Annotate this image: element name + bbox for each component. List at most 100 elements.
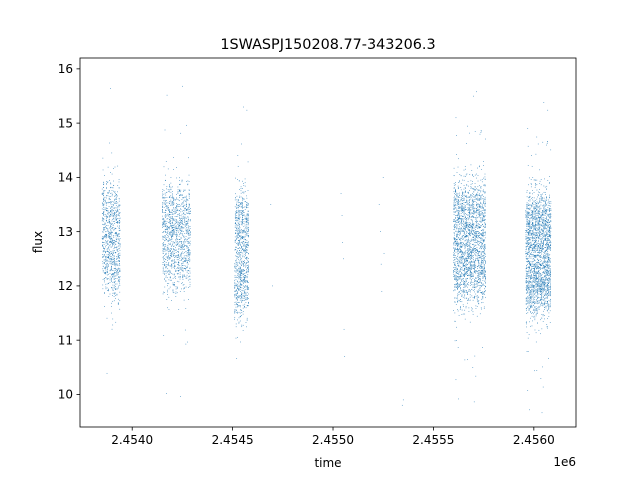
- data-point: [180, 217, 182, 219]
- data-point: [112, 284, 114, 286]
- data-point: [237, 230, 239, 232]
- data-point: [461, 295, 463, 297]
- data-point: [247, 242, 249, 243]
- data-point: [169, 211, 170, 213]
- data-point: [244, 269, 246, 271]
- data-point: [473, 189, 475, 190]
- data-point: [110, 211, 112, 213]
- data-point: [243, 231, 245, 232]
- data-point: [244, 280, 245, 282]
- data-point: [115, 232, 116, 234]
- data-point: [477, 291, 478, 293]
- data-point: [174, 211, 176, 213]
- data-point: [467, 210, 469, 211]
- data-point: [242, 304, 244, 306]
- data-point: [468, 248, 470, 250]
- data-point: [467, 359, 468, 361]
- data-point: [473, 210, 475, 211]
- data-point: [182, 284, 184, 286]
- data-point: [189, 220, 191, 222]
- data-point: [242, 252, 244, 254]
- data-point: [482, 219, 483, 221]
- data-point: [174, 210, 176, 212]
- data-point: [484, 226, 486, 227]
- data-point: [167, 240, 169, 242]
- data-point: [479, 247, 481, 249]
- data-point: [162, 209, 164, 210]
- data-point: [463, 274, 465, 276]
- data-point: [241, 230, 243, 232]
- data-point: [473, 203, 475, 205]
- data-point: [459, 243, 461, 244]
- data-point: [103, 213, 104, 214]
- data-point: [104, 222, 106, 224]
- data-point: [466, 255, 468, 257]
- data-point: [248, 258, 249, 259]
- data-point: [164, 258, 165, 260]
- data-point: [476, 209, 478, 211]
- data-point: [471, 250, 473, 252]
- data-point: [106, 266, 108, 268]
- data-point: [484, 209, 486, 211]
- data-point: [246, 231, 248, 233]
- data-point: [472, 265, 474, 267]
- data-point: [246, 228, 248, 230]
- data-point: [109, 238, 111, 240]
- data-point: [105, 233, 107, 235]
- data-point: [174, 276, 176, 278]
- data-point: [241, 264, 242, 266]
- data-point: [481, 181, 483, 183]
- data-point: [463, 179, 465, 181]
- data-point: [474, 201, 476, 202]
- data-point: [177, 214, 179, 215]
- data-point: [482, 302, 484, 303]
- data-point: [170, 239, 171, 241]
- data-point: [470, 255, 471, 256]
- data-point: [471, 274, 473, 275]
- data-point: [234, 294, 236, 296]
- data-point: [181, 233, 183, 235]
- data-point: [236, 216, 238, 218]
- data-point: [105, 226, 106, 228]
- data-point: [479, 227, 480, 228]
- data-point: [247, 233, 249, 234]
- data-point: [462, 237, 464, 239]
- data-point: [235, 310, 237, 311]
- data-point: [107, 213, 108, 215]
- data-point: [169, 231, 171, 233]
- data-point: [173, 227, 175, 228]
- data-point: [117, 210, 118, 211]
- data-point: [173, 249, 174, 251]
- data-point: [245, 297, 247, 299]
- data-point: [470, 270, 471, 272]
- data-point: [473, 233, 474, 235]
- data-point: [483, 257, 485, 259]
- data-point: [102, 251, 104, 253]
- data-point: [234, 291, 236, 293]
- data-point: [115, 278, 116, 279]
- data-point: [165, 232, 166, 233]
- data-point: [115, 228, 117, 229]
- data-point: [169, 258, 171, 259]
- data-point: [186, 271, 188, 273]
- data-point: [116, 212, 117, 213]
- data-point: [484, 192, 486, 194]
- data-point: [119, 229, 121, 231]
- data-point: [170, 239, 172, 241]
- data-point: [464, 259, 465, 261]
- data-point: [178, 257, 180, 258]
- data-point: [245, 232, 246, 234]
- data-point: [180, 226, 182, 227]
- data-point: [240, 232, 242, 233]
- data-point: [189, 237, 191, 238]
- data-point: [117, 257, 119, 259]
- data-point: [178, 276, 179, 278]
- data-point: [475, 259, 477, 261]
- data-point: [464, 244, 466, 245]
- data-point: [105, 255, 106, 257]
- data-point: [478, 209, 480, 211]
- data-point: [247, 267, 248, 268]
- data-point: [187, 209, 189, 211]
- data-point: [478, 290, 479, 292]
- data-point: [177, 215, 179, 217]
